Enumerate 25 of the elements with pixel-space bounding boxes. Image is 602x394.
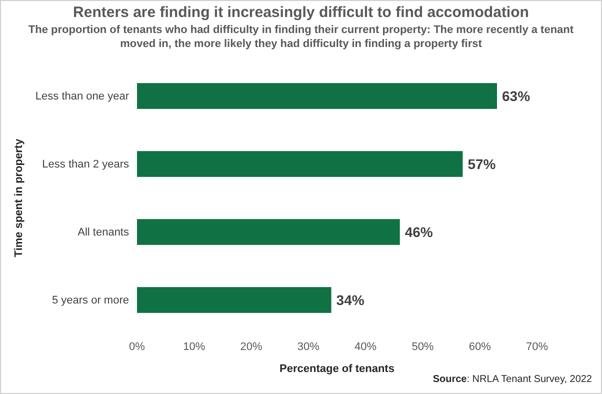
- source-note: Source: NRLA Tenant Survey, 2022: [432, 374, 592, 385]
- y-tick-label: Less than 2 years: [42, 158, 130, 171]
- bar: [137, 151, 463, 177]
- x-tick-label: 10%: [183, 340, 206, 353]
- bar: [137, 83, 497, 109]
- y-tick-label: All tenants: [78, 226, 130, 239]
- x-tick-label: 30%: [297, 340, 320, 353]
- data-label: 46%: [404, 224, 434, 240]
- x-tick-label: 60%: [468, 340, 492, 353]
- y-tick-label: Less than one year: [35, 90, 130, 103]
- bar: [137, 287, 332, 313]
- x-tick-label: 0%: [129, 340, 146, 353]
- y-tick-label: 5 years or more: [52, 294, 129, 307]
- chart-title: Renters are finding it increasingly difficult to find accomodation: [73, 4, 529, 21]
- data-label: 57%: [468, 156, 496, 172]
- chart-subtitle: The proportion of tenants who had difficulty in finding their current property: The more recently a tenant moved in, the more likely they had difficulty in finding a property first: [28, 24, 574, 50]
- x-tick-label: 40%: [354, 340, 377, 353]
- y-axis-title: Time spent in property: [13, 138, 25, 258]
- x-tick-label: 70%: [526, 340, 548, 353]
- x-tick-label: 50%: [412, 340, 434, 353]
- data-label: 34%: [336, 292, 365, 308]
- bar: [137, 219, 400, 245]
- x-tick-label: 20%: [240, 340, 263, 353]
- x-axis-title: Percentage of tenants: [280, 363, 394, 375]
- data-label: 63%: [502, 88, 531, 104]
